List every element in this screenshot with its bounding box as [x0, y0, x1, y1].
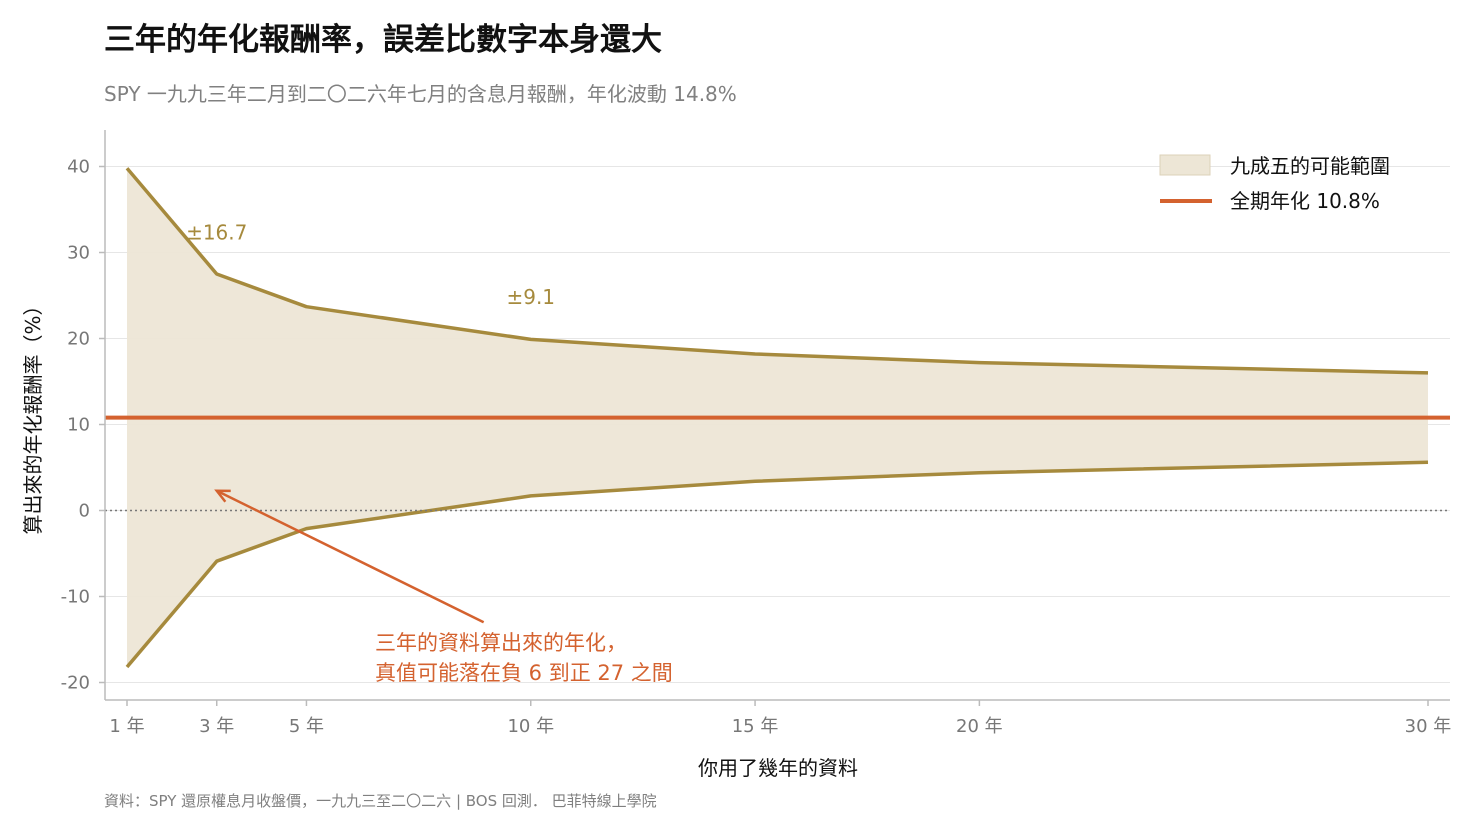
annotation-text: 真值可能落在負 6 到正 27 之間	[375, 661, 673, 685]
legend-line-label: 全期年化 10.8%	[1230, 189, 1380, 213]
y-tick-label: -10	[61, 587, 90, 608]
band-labels: ±16.7 ±9.1	[186, 221, 555, 310]
band-width-label: ±16.7	[186, 221, 247, 245]
y-axis-label: 算出來的年化報酬率（%）	[21, 295, 45, 534]
annotation-arrow-head	[214, 489, 231, 503]
y-tick-label: 10	[67, 415, 90, 436]
annotation-text: 三年的資料算出來的年化，	[375, 631, 627, 655]
y-tick-label: -20	[61, 673, 90, 694]
annotation: 三年的資料算出來的年化， 真值可能落在負 6 到正 27 之間	[214, 489, 673, 685]
x-axis-label: 你用了幾年的資料	[698, 756, 858, 780]
x-tick-label: 3 年	[199, 716, 234, 737]
chart-title: 三年的年化報酬率，誤差比數字本身還大	[104, 22, 662, 58]
legend-band-label: 九成五的可能範圍	[1230, 154, 1390, 178]
lower-bound-line	[125, 460, 1429, 669]
band-width-label: ±9.1	[506, 285, 555, 309]
legend-band-swatch	[1159, 154, 1211, 176]
x-tick-label: 20 年	[956, 716, 1003, 737]
y-tick-label: 0	[79, 501, 90, 522]
chart-subtitle: SPY 一九九三年二月到二〇二六年七月的含息月報酬，年化波動 14.8%	[104, 82, 737, 106]
x-tick-label: 30 年	[1405, 716, 1452, 737]
upper-bound-line	[125, 167, 1429, 375]
x-tick-label: 10 年	[507, 716, 554, 737]
source-note: 資料：SPY 還原權息月收盤價，一九九三至二〇二六 | BOS 回測． 巴菲特線…	[104, 792, 657, 810]
y-tick-label: 40	[67, 157, 90, 178]
annotation-arrow-shaft	[216, 489, 485, 624]
y-tick-label: 20	[67, 329, 90, 350]
y-tick-label: 30	[67, 243, 90, 264]
x-tick-label: 5 年	[289, 716, 324, 737]
axes	[104, 130, 1450, 701]
x-tick-label: 15 年	[732, 716, 779, 737]
x-tick-label: 1 年	[109, 716, 144, 737]
tick-labels: -20 -10 0 10 20 30 40 1 年 3 年 5 年 10 年 15 年 20 年 30 年	[61, 157, 1452, 738]
